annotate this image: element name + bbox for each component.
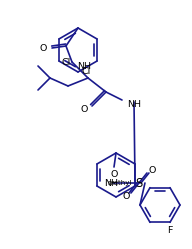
- Text: NH: NH: [127, 100, 141, 109]
- Text: O: O: [122, 191, 130, 200]
- Text: F: F: [167, 226, 173, 235]
- Text: O: O: [110, 170, 118, 179]
- Text: O: O: [40, 44, 47, 53]
- Text: O: O: [148, 166, 156, 175]
- Text: methyl: methyl: [108, 180, 132, 186]
- Text: Cl: Cl: [81, 66, 90, 75]
- Text: NH: NH: [77, 62, 91, 70]
- Text: S: S: [135, 177, 143, 189]
- Text: Cl: Cl: [62, 58, 71, 66]
- Text: O: O: [81, 105, 88, 114]
- Text: NH: NH: [104, 179, 118, 187]
